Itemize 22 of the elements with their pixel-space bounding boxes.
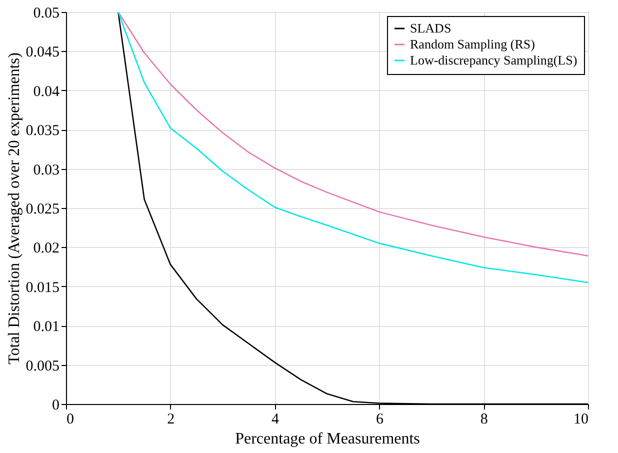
y-tick-label: 0.01 [33, 319, 60, 336]
y-axis-title: Total Distortion (Averaged over 20 experiments) [6, 52, 23, 364]
x-tick-label: 8 [480, 412, 488, 428]
legend-label: Random Sampling (RS) [410, 36, 535, 52]
y-tick-label: 0.02 [33, 240, 60, 257]
y-tick-label: 0 [52, 398, 60, 414]
y-tick-label: 0.045 [26, 44, 60, 61]
legend-label: Low-discrepancy Sampling(LS) [410, 52, 578, 68]
y-tick-label: 0.005 [26, 358, 60, 374]
x-axis-title: Percentage of Measurements [235, 430, 420, 448]
y-tick-label: 0.05 [33, 6, 60, 22]
y-tick-label: 0.03 [33, 162, 60, 178]
y-tick-label: 0.015 [26, 280, 60, 296]
y-tick-label: 0.035 [26, 123, 60, 140]
x-tick-label: 2 [167, 412, 175, 428]
x-tick-label: 4 [272, 412, 280, 428]
x-tick-label: 10 [574, 412, 588, 428]
legend-label: SLADS [410, 20, 452, 36]
y-tick-label: 0.04 [33, 84, 60, 100]
x-tick-label: 0 [66, 412, 74, 428]
y-tick-label: 0.025 [26, 202, 60, 218]
x-tick-label: 6 [376, 412, 384, 428]
